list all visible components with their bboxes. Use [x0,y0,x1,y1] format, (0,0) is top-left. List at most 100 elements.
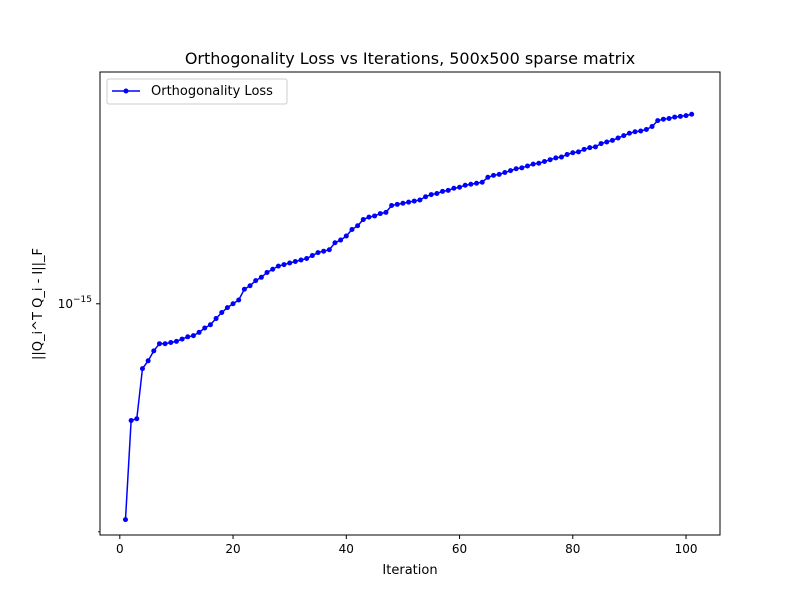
data-point [122,517,128,523]
data-point [156,341,162,347]
data-point [655,118,661,124]
data-point [185,334,191,340]
legend-box [106,78,288,105]
data-point [451,185,457,191]
data-point [621,133,627,139]
chart-title: Orthogonality Loss vs Iterations, 500x50… [185,49,635,68]
data-point [536,160,542,166]
data-point [683,113,689,119]
x-tick-label: 80 [565,542,580,556]
data-point [236,297,242,303]
data-point [519,165,525,171]
data-point [134,416,140,422]
legend: Orthogonality Loss [106,78,288,105]
data-point [643,126,649,132]
data-point [179,336,185,342]
data-point [468,181,474,187]
data-point [230,301,236,307]
plot-area [122,111,695,523]
data-point [570,150,576,156]
data-point [440,188,446,194]
data-point [553,155,559,161]
data-point [598,141,604,147]
data-point [609,137,615,143]
data-point [349,227,355,233]
data-point [275,263,281,269]
data-point [202,325,208,331]
data-point [587,145,593,151]
data-point [508,168,513,174]
data-point [434,191,440,197]
data-point [660,116,666,122]
data-point [309,253,315,259]
data-point [474,180,480,186]
data-point [649,123,655,129]
data-point [491,172,497,178]
data-point [128,417,134,423]
x-axis-ticks: 0 20 40 60 80 100 [116,535,697,556]
series-markers [122,111,695,523]
data-point [479,179,485,185]
data-point [530,161,536,167]
data-point [626,130,632,136]
data-point [264,269,270,275]
x-tick-label: 20 [225,542,240,556]
data-point [332,240,338,246]
data-point [581,146,587,152]
x-tick-label: 60 [452,542,467,556]
x-tick-label: 40 [339,542,354,556]
data-point [151,348,157,354]
data-point [253,278,259,284]
data-point [366,214,372,220]
data-point [219,310,225,315]
axes-frame [99,71,721,536]
data-point [592,144,598,150]
data-point [411,198,417,204]
data-point [360,217,366,223]
data-point [632,129,638,135]
data-point [513,166,519,172]
data-point [270,266,276,272]
data-point [457,184,463,190]
y-axis-label: ||Q_i^T Q_i - I||_F [31,248,46,360]
data-point [298,257,304,263]
data-point [326,247,332,253]
x-axis-label: Iteration [382,563,437,578]
data-point [615,135,621,141]
data-point [417,197,423,203]
x-tick-label: 0 [116,542,124,556]
data-point [672,114,678,120]
data-point [389,203,395,209]
data-point [338,237,344,243]
data-point [383,209,389,215]
data-point [689,111,695,117]
data-point [292,259,298,265]
data-point [321,248,327,254]
data-point [638,128,644,134]
data-point [524,163,530,169]
x-tick-label: 100 [675,542,698,556]
data-point [168,340,174,346]
data-point [547,157,553,163]
data-point [304,256,310,262]
data-point [666,115,672,121]
data-point [315,250,321,256]
y-tick-label: 10−15 [58,295,92,311]
data-point [372,213,378,219]
data-point [423,194,429,200]
data-point [377,211,383,217]
data-point [281,262,287,268]
data-point [575,149,581,155]
data-point [258,274,264,280]
legend-entry-label: Orthogonality Loss [151,84,273,99]
data-point [224,305,230,311]
data-point [564,151,570,157]
data-point [139,366,145,372]
data-point [145,358,151,364]
data-point [558,154,564,160]
data-point [677,113,683,119]
data-point [190,333,196,339]
data-point [462,182,468,188]
data-point [241,286,247,292]
